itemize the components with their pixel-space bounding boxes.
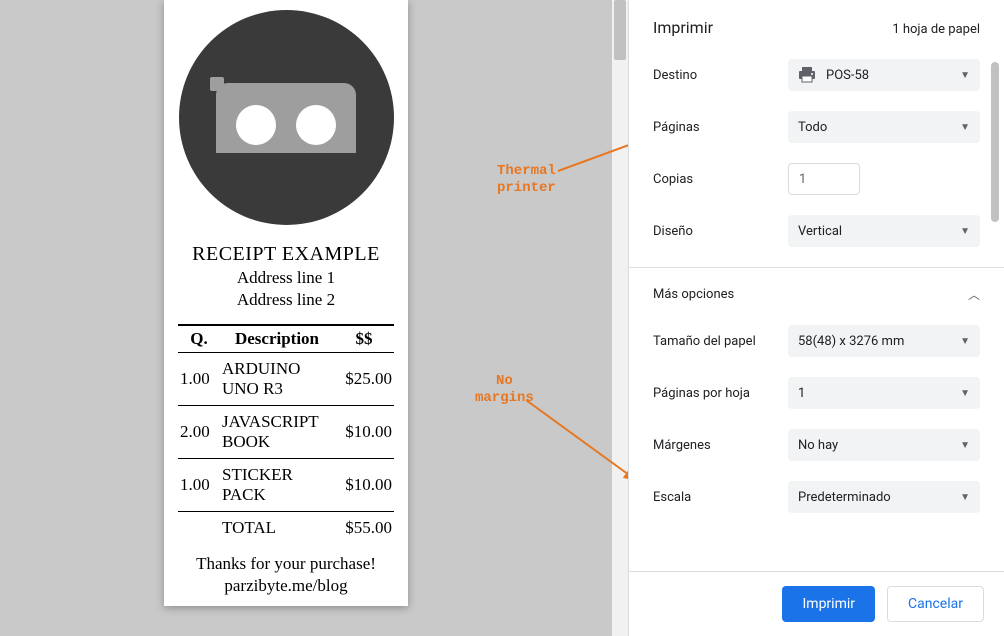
receipt-table: Q. Description $$ 1.00ARDUINO UNO R3$25.…: [178, 324, 394, 544]
print-button[interactable]: Imprimir: [782, 586, 875, 622]
scale-select[interactable]: Predeterminado ▼: [788, 481, 980, 513]
copies-label: Copias: [653, 172, 788, 187]
printer-icon: [798, 67, 816, 83]
more-options-toggle[interactable]: Más opciones ︿: [653, 286, 980, 303]
pages-label: Páginas: [653, 120, 788, 135]
col-price: $$: [334, 325, 394, 353]
receipt-thanks: Thanks for your purchase!: [178, 554, 394, 574]
preview-scrollbar[interactable]: [612, 0, 628, 636]
receipt-logo: [179, 10, 394, 225]
receipt-address-2: Address line 2: [178, 290, 394, 310]
paper-select[interactable]: 58(48) x 3276 mm ▼: [788, 325, 980, 357]
panel-scrollbar[interactable]: [988, 62, 1002, 561]
layout-select[interactable]: Vertical ▼: [788, 215, 980, 247]
chevron-up-icon: ︿: [968, 286, 980, 303]
margins-value: No hay: [798, 438, 838, 453]
table-row: 2.00JAVASCRIPT BOOK$10.00: [178, 406, 394, 459]
paper-value: 58(48) x 3276 mm: [798, 334, 904, 349]
margins-select[interactable]: No hay ▼: [788, 429, 980, 461]
chevron-down-icon: ▼: [960, 440, 970, 451]
print-settings-panel: Imprimir 1 hoja de papel Destino POS-58 …: [628, 0, 1004, 636]
divider: [629, 267, 1004, 268]
chevron-down-icon: ▼: [960, 70, 970, 81]
cancel-button[interactable]: Cancelar: [887, 586, 984, 622]
chevron-down-icon: ▼: [960, 388, 970, 399]
scale-label: Escala: [653, 490, 788, 505]
sheet-count: 1 hoja de papel: [892, 22, 980, 37]
chevron-down-icon: ▼: [960, 122, 970, 133]
print-preview-area: RECEIPT EXAMPLE Address line 1 Address l…: [0, 0, 628, 636]
table-row-total: TOTAL$55.00: [178, 512, 394, 545]
copies-value: 1: [799, 172, 806, 187]
per-sheet-label: Páginas por hoja: [653, 386, 788, 401]
destination-value: POS-58: [826, 68, 869, 83]
layout-label: Diseño: [653, 224, 788, 239]
table-row: 1.00ARDUINO UNO R3$25.00: [178, 353, 394, 406]
col-desc: Description: [220, 325, 334, 353]
pages-select[interactable]: Todo ▼: [788, 111, 980, 143]
receipt-address-1: Address line 1: [178, 268, 394, 288]
receipt-blog: parzibyte.me/blog: [178, 576, 394, 596]
paper-label: Tamaño del papel: [653, 334, 788, 349]
preview-scrollbar-thumb[interactable]: [614, 0, 626, 60]
table-row: 1.00STICKER PACK$10.00: [178, 459, 394, 512]
panel-title: Imprimir: [653, 18, 713, 37]
layout-value: Vertical: [798, 224, 842, 239]
chevron-down-icon: ▼: [960, 336, 970, 347]
col-qty: Q.: [178, 325, 220, 353]
scale-value: Predeterminado: [798, 490, 891, 505]
destination-label: Destino: [653, 68, 788, 83]
panel-scrollbar-thumb[interactable]: [991, 62, 999, 222]
receipt-title: RECEIPT EXAMPLE: [178, 243, 394, 266]
margins-label: Márgenes: [653, 438, 788, 453]
pages-value: Todo: [798, 120, 827, 135]
chevron-down-icon: ▼: [960, 492, 970, 503]
chevron-down-icon: ▼: [960, 226, 970, 237]
destination-select[interactable]: POS-58 ▼: [788, 59, 980, 91]
annotation-thermal: Thermalprinter: [497, 163, 556, 197]
more-options-label: Más opciones: [653, 287, 734, 302]
annotation-nomargins: Nomargins: [475, 373, 534, 407]
receipt-preview: RECEIPT EXAMPLE Address line 1 Address l…: [164, 0, 408, 606]
per-sheet-value: 1: [798, 386, 805, 401]
per-sheet-select[interactable]: 1 ▼: [788, 377, 980, 409]
copies-input[interactable]: 1: [788, 163, 860, 195]
